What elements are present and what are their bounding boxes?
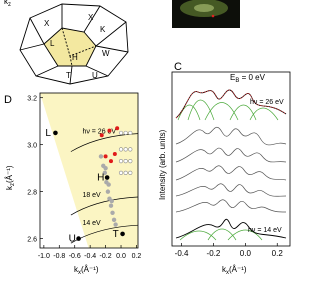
gray-point [109, 198, 114, 204]
panel-d-ylabel: kz(Å⁻¹) [5, 165, 16, 190]
open-point [128, 170, 133, 175]
x-tick-label: 0.2 [132, 253, 142, 260]
gray-point [102, 170, 108, 176]
xl-k: k [222, 265, 227, 274]
y-tick-label: 2.6 [27, 237, 37, 244]
bz-point-label: K [100, 25, 106, 34]
panel-label: C [174, 61, 182, 73]
yl-unit: (Å⁻¹) [5, 165, 14, 183]
symmetry-label: U [69, 234, 76, 245]
symmetry-point [104, 175, 110, 180]
panel-d-frame [39, 92, 139, 249]
open-point [123, 130, 128, 136]
bz-point-label: X [88, 13, 94, 22]
hv-bottom: hν = 14 eV [248, 227, 282, 234]
open-point [128, 147, 133, 152]
accessible-region [40, 93, 138, 248]
x-tick-label: -0.2 [207, 249, 221, 258]
red-point [107, 128, 112, 133]
hv-top: hν = 26 eV [250, 99, 284, 106]
eb-rest: = 0 eV [239, 73, 265, 82]
bz-axis-k: k [4, 0, 9, 6]
red-point [103, 154, 108, 159]
x-tick-label: 0.2 [272, 249, 284, 258]
red-point [112, 152, 117, 157]
red-point [108, 159, 113, 164]
brillouin-zone [19, 3, 129, 85]
bz-point-label: U [92, 71, 98, 80]
photo-spot [211, 14, 215, 18]
gray-point [108, 203, 114, 208]
eb-sub: B [235, 78, 239, 84]
panel-label: D [4, 94, 12, 106]
open-point [123, 170, 128, 175]
eb-label: EB = 0 eV [230, 73, 266, 84]
open-point [123, 147, 128, 152]
gray-point [113, 222, 118, 227]
bz-point-label: H [72, 53, 78, 62]
xl-unit: (Å⁻¹) [229, 265, 247, 274]
y-tick-label: 2.8 [27, 190, 37, 197]
xl-sub: x [78, 270, 81, 276]
x-tick-label: 0.0 [240, 249, 252, 258]
open-point [128, 159, 133, 164]
x-tick-label: -1.0 [38, 253, 50, 260]
bz-point-label: W [102, 49, 110, 58]
open-point [118, 159, 124, 164]
xl-unit: (Å⁻¹) [81, 265, 99, 274]
symmetry-point [120, 231, 125, 237]
gray-point [111, 217, 117, 223]
xl-k: k [74, 265, 79, 274]
panel-c-xlabel: kx(Å⁻¹) [222, 265, 247, 276]
x-tick-label: -0.4 [175, 249, 189, 258]
gray-point [106, 182, 111, 187]
hv-curve [70, 224, 139, 244]
x-tick-label: -0.2 [100, 253, 112, 260]
gray-point [98, 154, 104, 159]
bz-point-label: X [44, 19, 50, 28]
y-tick-label: 3.2 [27, 96, 37, 103]
x-tick-label: -0.4 [84, 253, 96, 260]
x-tick-label: -0.8 [53, 253, 65, 260]
hv-label: 18 eV [82, 192, 101, 199]
open-point [128, 130, 133, 136]
symmetry-label: H [97, 173, 104, 184]
y-tick-label: 3.0 [27, 143, 37, 150]
symmetry-point [53, 130, 58, 136]
panel-c-frame [171, 71, 291, 247]
gray-point [105, 189, 111, 194]
panel-c-ylabel: Intensity (arb. units) [158, 129, 167, 200]
hv-label: 14 eV [82, 220, 101, 227]
open-point [118, 130, 124, 136]
panel-d-xlabel: kx(Å⁻¹) [74, 265, 99, 276]
red-point [99, 133, 104, 138]
x-tick-label: -0.6 [69, 253, 81, 260]
gray-point [110, 210, 115, 215]
xl-sub: x [226, 270, 229, 276]
bz-point-label: T [66, 71, 71, 80]
bz-axis: kz [4, 0, 11, 8]
open-point [123, 159, 128, 164]
eb-e: E [230, 73, 235, 82]
yl-k: k [5, 185, 14, 190]
red-point [115, 126, 120, 131]
spectra [175, 89, 287, 241]
symmetry-point [76, 236, 81, 241]
yl-sub: z [10, 183, 16, 186]
hv-label: hν = 26 eV [82, 129, 116, 136]
symmetry-label: T [113, 229, 119, 240]
hv-curve [70, 196, 139, 216]
open-point [118, 147, 124, 152]
x-tick-label: 0.0 [116, 253, 126, 260]
open-point [118, 170, 124, 175]
symmetry-label: L [45, 128, 51, 139]
gray-point [103, 165, 108, 171]
bz-point-label: L [50, 39, 55, 48]
photo-glow-core [194, 4, 214, 12]
bz-axis-sub: z [8, 2, 11, 8]
